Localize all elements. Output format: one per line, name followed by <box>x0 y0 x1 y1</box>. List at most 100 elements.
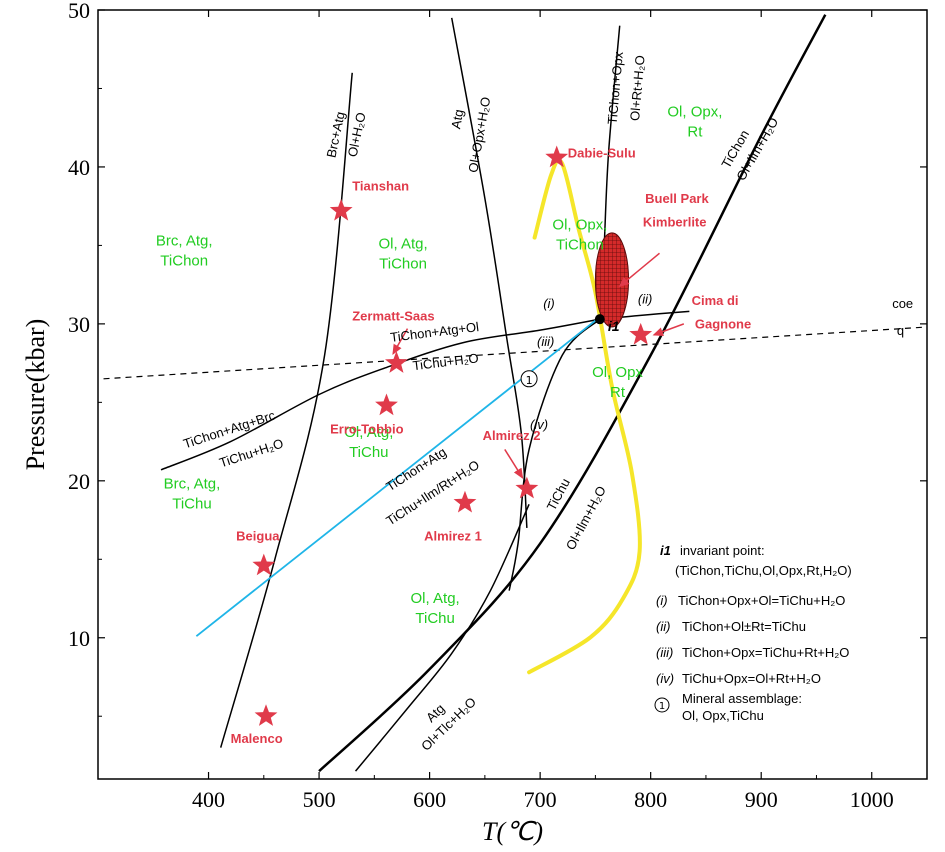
reaction-key-label: (i) <box>543 296 555 311</box>
field-label: TiChon <box>160 252 208 269</box>
field-label: TiChu <box>349 444 388 461</box>
reaction-line-atg-opx <box>450 17 528 528</box>
y-tick-label: 10 <box>68 626 90 651</box>
axes: 400 500 600 700 800 900 1000 10 20 30 40 50 T(℃) Pres… <box>21 0 927 846</box>
legend-item-text: TiChon+Ol±Rt=TiChu <box>682 619 806 634</box>
site-label: Kimberlite <box>643 215 707 230</box>
y-tick-label: 20 <box>68 469 90 494</box>
site-label: Almirez 1 <box>424 528 482 543</box>
site-star <box>515 476 539 499</box>
curve-label: TiChon+Opx <box>605 51 626 125</box>
curve-label: TiChu+Ilm/Rt+H₂O <box>383 457 482 528</box>
x-tick-label: 1000 <box>850 787 894 812</box>
plot-decorations <box>252 145 685 726</box>
reaction-line-coe-q <box>103 326 928 380</box>
legend-item-key: (i) <box>656 593 668 608</box>
legend-assemblage-symbol-number: 1 <box>659 701 665 712</box>
curve-label: q <box>897 323 904 338</box>
reaction-lines <box>103 14 928 773</box>
curve-label: Ol+Opx+H₂O <box>465 96 493 174</box>
x-tick-label: 400 <box>192 787 225 812</box>
legend-assemblage-text: Ol, Opx,TiChu <box>682 708 764 723</box>
curve-label: TiChu+H₂O <box>412 350 480 373</box>
site-label: Zermatt-Saas <box>352 309 434 324</box>
x-tick-label: 600 <box>413 787 446 812</box>
field-label: Ol, Opx, <box>552 217 607 234</box>
site-star <box>453 490 477 513</box>
field-label: Rt <box>610 384 626 401</box>
site-label: Malenco <box>231 731 283 746</box>
legend-assemblage-title: Mineral assemblage: <box>682 691 802 706</box>
invariant-point-i1 <box>594 314 605 325</box>
field-label: Ol, Atg, <box>378 236 427 253</box>
field-label: TiChon <box>556 237 604 254</box>
curve-label: Atg <box>448 108 466 130</box>
plot-frame <box>97 9 928 780</box>
field-label: Brc, Atg, <box>164 476 221 493</box>
field-label: Ol, Atg, <box>344 424 393 441</box>
site-star <box>329 198 353 221</box>
reaction-line-tichon-atg-brc <box>160 318 600 471</box>
x-tick-label: 500 <box>303 787 336 812</box>
y-tick-label: 40 <box>68 155 90 180</box>
curve-label: Brc+Atg <box>323 110 347 159</box>
x-axis-label: T(℃) <box>482 817 543 846</box>
field-label: Ol, Opx, <box>667 104 722 121</box>
legend-item-key: (iii) <box>656 645 673 660</box>
field-label: Ol, Atg, <box>411 590 460 607</box>
legend-item-text: TiChon+Opx=TiChu+Rt+H₂O <box>682 645 849 660</box>
y-tick-label: 30 <box>68 312 90 337</box>
site-star <box>545 145 569 168</box>
site-star <box>252 553 276 576</box>
site-label: Erro-Tobbio <box>330 422 403 437</box>
site-star <box>375 393 398 416</box>
reaction-line-tichon-atg-ilm <box>195 313 604 637</box>
curve-label: Ol+Ilm+H₂O <box>563 483 609 552</box>
legend: i1 invariant point: (TiChon,TiChu,Ol,Opx,R… <box>654 543 852 723</box>
x-tick-label: 800 <box>634 787 667 812</box>
legend-title: invariant point: <box>680 543 765 558</box>
site-star <box>385 351 408 373</box>
reaction-key-label: (iii) <box>537 334 554 349</box>
site-pointer-arrow <box>652 323 685 336</box>
x-tick-label: 700 <box>524 787 557 812</box>
legend-item-text: TiChon+Opx+Ol=TiChu+H₂O <box>678 593 845 608</box>
curve-label: TiChu+H₂O <box>217 436 285 471</box>
field-label: Rt <box>687 124 703 141</box>
legend-item-key: (iv) <box>656 671 674 686</box>
site-star <box>254 704 278 726</box>
reaction-line-brc-atg <box>219 72 353 748</box>
reaction-line-curve-iii <box>508 318 601 591</box>
reaction-line-atg-tlc <box>354 504 530 772</box>
curve-label: Ol+Tlc+H₂O <box>418 694 479 753</box>
curve-label: TiChu <box>544 476 573 513</box>
field-label: TiChon <box>379 256 427 273</box>
site-pointer-arrow <box>618 252 660 288</box>
assemblage-circle-label: 1 <box>526 374 533 387</box>
site-star <box>629 322 653 345</box>
reaction-key-label: (ii) <box>638 291 652 306</box>
assemblage-circle-marker <box>520 370 538 388</box>
legend-title-sub: (TiChon,TiChu,Ol,Opx,Rt,H₂O) <box>675 563 852 578</box>
site-pointer-arrow <box>392 328 409 355</box>
field-label: TiChu <box>172 496 211 513</box>
curve-label: Ol+Rt+H₂O <box>627 55 648 122</box>
site-label: Buell Park <box>645 191 709 206</box>
legend-item-text: TiChu+Opx=Ol+Rt+H₂O <box>682 671 821 686</box>
reaction-key-label: (iv) <box>530 417 548 432</box>
y-tick-label: 50 <box>68 0 90 23</box>
site-label: Gagnone <box>695 317 751 332</box>
field-label: TiChu <box>415 610 454 627</box>
site-label: Beigua <box>236 528 280 543</box>
site-label: Almirez 2 <box>483 428 541 443</box>
legend-item-key: (ii) <box>656 619 670 634</box>
site-label: Dabie-Sulu <box>568 146 636 161</box>
field-label: Brc, Atg, <box>156 232 213 249</box>
legend-assemblage-symbol <box>654 697 670 713</box>
site-pointer-arrow <box>504 449 524 479</box>
legend-title-key: i1 <box>660 543 671 558</box>
site-label: Cima di <box>692 293 739 308</box>
site-label: Tianshan <box>352 178 409 193</box>
curve-label: coe <box>892 296 913 311</box>
